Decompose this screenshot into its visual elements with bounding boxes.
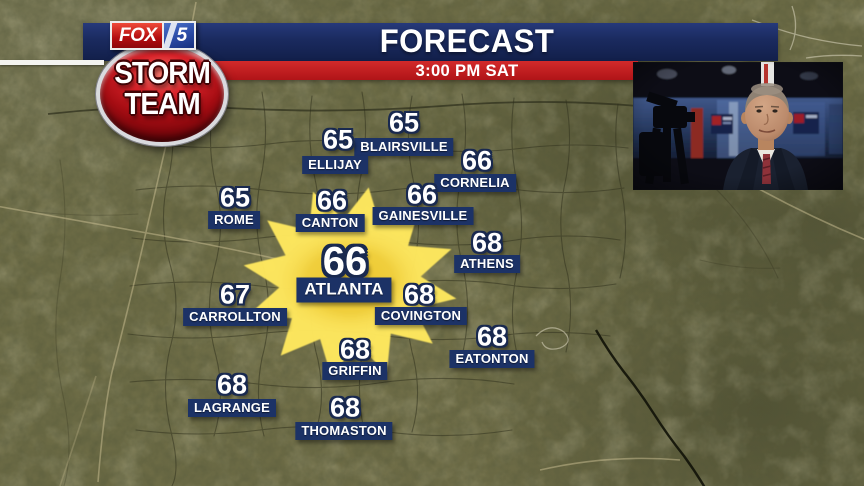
presenter-video-inset <box>633 62 843 190</box>
time-banner-bar <box>210 61 638 80</box>
city-temp-lagrange: 68 <box>216 369 248 400</box>
city-name-rome: ROME <box>208 211 260 229</box>
city-name-carrollton: CARROLLTON <box>183 308 287 326</box>
city-name-ellijay: ELLIJAY <box>302 156 368 174</box>
river-line <box>594 329 706 486</box>
city-name-canton: CANTON <box>295 214 365 232</box>
city-name-blairsville: BLAIRSVILLE <box>354 138 454 156</box>
city-temp-griffin: 68 <box>339 334 371 365</box>
city-temp-covington: 68 <box>403 279 435 310</box>
channel-5-badge: 5 <box>161 21 197 50</box>
city-temp-cornelia: 66 <box>461 145 493 176</box>
city-name-atlanta: ATLANTA <box>296 277 392 303</box>
city-temp-thomaston: 68 <box>329 392 361 423</box>
white-rule-line <box>0 60 104 65</box>
studio-scene <box>633 62 843 190</box>
banner-time: 3:00 PM SAT <box>415 60 519 80</box>
city-name-athens: ATHENS <box>454 255 520 273</box>
city-name-griffin: GRIFFIN <box>322 362 388 380</box>
storm-team-oval-badge: STORM TEAM <box>96 42 228 146</box>
city-temp-blairsville: 65 <box>388 107 420 138</box>
city-name-eatonton: EATONTON <box>449 350 535 368</box>
city-temp-athens: 68 <box>471 227 503 258</box>
city-temp-eatonton: 68 <box>476 321 508 352</box>
city-name-lagrange: LAGRANGE <box>188 399 276 417</box>
fox5-storm-team-logo: FOX 5 STORM TEAM <box>94 16 230 146</box>
city-temp-gainesville: 66 <box>406 179 438 210</box>
storm-text: STORM <box>114 55 211 90</box>
city-temp-carrollton: 67 <box>219 279 251 310</box>
team-text: TEAM <box>124 86 200 121</box>
city-temp-rome: 65 <box>219 182 251 213</box>
city-temp-canton: 66 <box>316 185 348 216</box>
city-name-cornelia: CORNELIA <box>434 174 516 192</box>
city-temp-ellijay: 65 <box>322 124 354 155</box>
fox-wordmark: FOX <box>110 21 162 50</box>
banner-title: FORECAST <box>379 22 555 59</box>
city-name-gainesville: GAINESVILLE <box>372 207 474 225</box>
city-name-covington: COVINGTON <box>374 307 468 325</box>
fox5-badge: FOX 5 <box>110 21 197 50</box>
city-name-thomaston: THOMASTON <box>295 422 393 440</box>
